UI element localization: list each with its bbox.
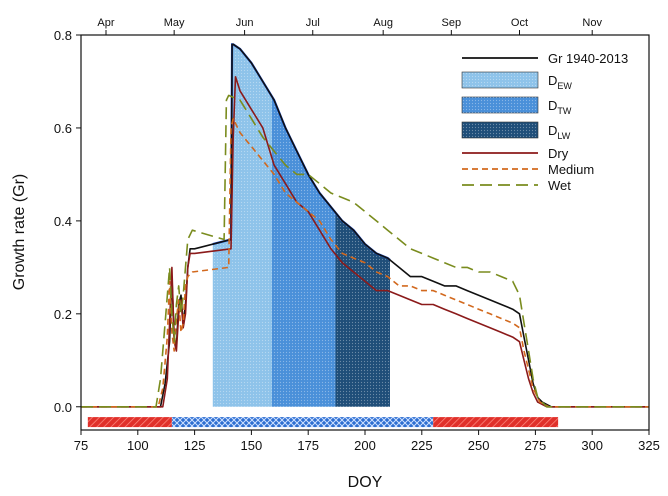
month-label-oct: Oct — [511, 17, 528, 29]
y-tick-label: 0.0 — [54, 400, 72, 415]
month-label-jul: Jul — [306, 17, 320, 29]
period-bar-3 — [433, 417, 559, 428]
y-axis-ticks: 0.0 0.2 0.4 0.6 0.8 — [54, 28, 81, 415]
month-label-jun: Jun — [236, 17, 254, 29]
period-bar-2 — [171, 417, 434, 428]
y-tick-label: 0.4 — [54, 214, 72, 229]
month-label-nov: Nov — [582, 17, 602, 29]
legend-patch-texture — [462, 97, 538, 113]
x-tick-label: 100 — [127, 438, 149, 453]
phase-texture-d-lw — [335, 212, 390, 407]
y-tick-label: 0.6 — [54, 121, 72, 136]
y-axis-title: Growth rate (Gr) — [11, 174, 28, 290]
month-axis-ticks: Apr May Jun Jul Aug Sep Oct Nov — [97, 17, 602, 35]
phase-texture-d-ew — [212, 44, 272, 407]
legend-label-gr: Gr 1940-2013 — [548, 51, 628, 66]
x-tick-label: 75 — [74, 438, 88, 453]
x-tick-label: 225 — [411, 438, 433, 453]
month-label-may: May — [164, 17, 185, 29]
legend-label-wet: Wet — [548, 178, 571, 193]
x-tick-label: 150 — [241, 438, 263, 453]
x-tick-label: 325 — [638, 438, 660, 453]
phase-texture-d-tw — [271, 96, 336, 407]
x-tick-label: 175 — [297, 438, 319, 453]
x-axis-title: DOY — [348, 474, 383, 491]
month-label-aug: Aug — [373, 17, 393, 29]
month-label-sep: Sep — [442, 17, 462, 29]
x-tick-label: 275 — [525, 438, 547, 453]
series-line-wet — [81, 94, 649, 408]
x-tick-label: 300 — [581, 438, 603, 453]
legend-label-medium: Medium — [548, 162, 594, 177]
x-tick-label: 250 — [468, 438, 490, 453]
period-bars — [87, 417, 559, 428]
x-tick-label: 125 — [184, 438, 206, 453]
series-line-medium — [81, 117, 649, 408]
legend-label-dtw: DTW — [548, 98, 572, 116]
x-tick-label: 200 — [354, 438, 376, 453]
y-tick-label: 0.2 — [54, 307, 72, 322]
x-axis-ticks: 75 100 125 150 175 200 225 250 275 300 325 — [74, 430, 660, 453]
series-line-dry — [81, 76, 649, 408]
series-lines — [81, 43, 649, 408]
legend-label-dew: DEW — [548, 73, 572, 91]
legend-patch-texture — [462, 72, 538, 88]
legend-label-dry: Dry — [548, 146, 569, 161]
period-bar-1 — [87, 417, 172, 428]
legend-patch-texture — [462, 122, 538, 138]
month-label-apr: Apr — [97, 17, 114, 29]
y-tick-label: 0.8 — [54, 28, 72, 43]
legend-label-dlw: DLW — [548, 123, 571, 141]
phase-areas — [212, 43, 391, 407]
